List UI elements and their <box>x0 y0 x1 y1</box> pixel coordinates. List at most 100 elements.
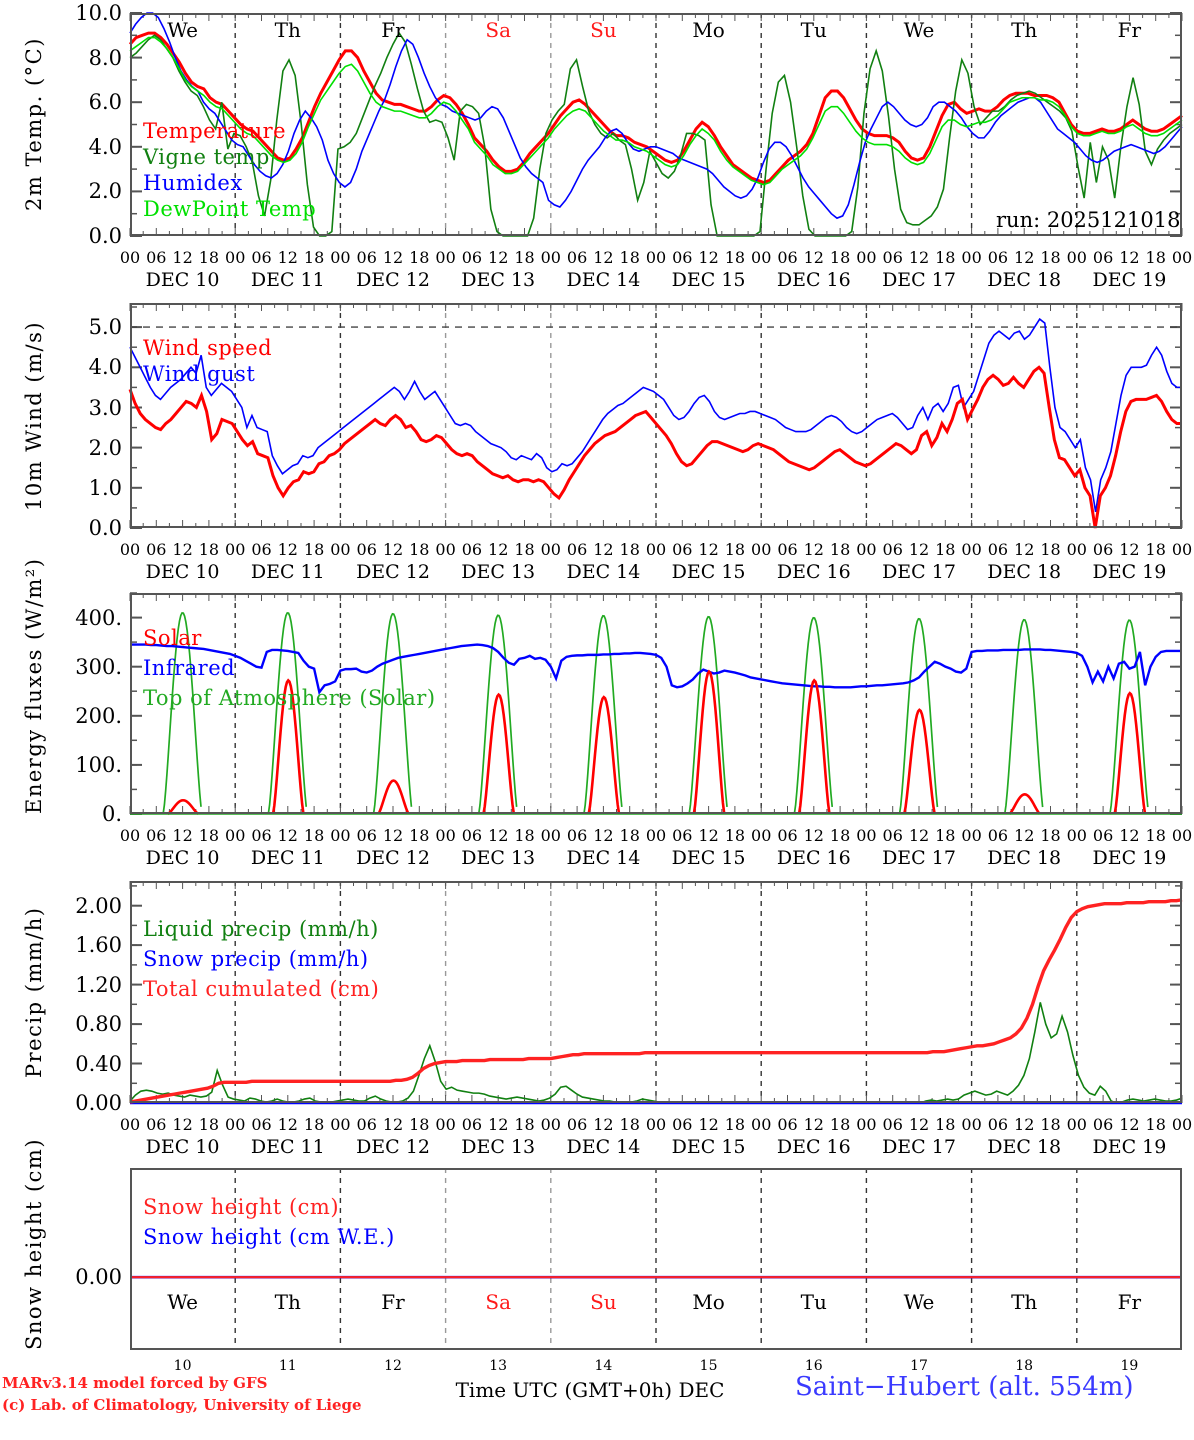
hour-tick-label: 06 <box>461 826 483 845</box>
day-label: DEC 13 <box>461 1136 536 1158</box>
weekday-footer: Tu <box>800 1290 827 1314</box>
hour-tick-label: 12 <box>1119 1115 1140 1134</box>
hour-tick-label: 00 <box>435 540 456 559</box>
hour-tick-label: 12 <box>382 826 404 845</box>
precip-legend-item: Liquid precip (mm/h) <box>143 917 379 941</box>
precip-y-tick: 1.20 <box>75 972 122 997</box>
day-label: DEC 16 <box>776 269 851 291</box>
hour-tick-label: 18 <box>1040 1115 1061 1134</box>
hour-tick-label: 06 <box>356 1115 377 1134</box>
day-label: DEC 13 <box>461 847 536 869</box>
hour-tick-label: 12 <box>593 1115 614 1134</box>
temperature-y-tick: 4.0 <box>88 134 122 159</box>
hour-tick-label: 06 <box>146 1115 167 1134</box>
hour-tick-label: 00 <box>856 248 877 267</box>
hour-tick-label: 18 <box>724 540 746 559</box>
hour-tick-label: 18 <box>198 1115 220 1134</box>
day-label: DEC 15 <box>671 1136 746 1158</box>
day-label: DEC 17 <box>882 1136 956 1158</box>
day-label: DEC 17 <box>882 847 956 869</box>
hour-tick-label: 06 <box>777 540 798 559</box>
hour-tick-label: 06 <box>987 1115 1009 1134</box>
hour-tick-label: 06 <box>146 248 167 267</box>
hour-tick-label: 12 <box>1119 248 1140 267</box>
hour-tick-label: 06 <box>566 248 588 267</box>
day-label: DEC 16 <box>776 561 851 583</box>
energy-y-tick: 400. <box>75 605 122 630</box>
hour-tick-label: 12 <box>382 1115 404 1134</box>
hour-tick-label: 06 <box>672 248 693 267</box>
model-run-label: run: 2025121018 <box>996 208 1181 232</box>
hour-tick-label: 12 <box>277 826 298 845</box>
hour-tick-label: 00 <box>225 540 246 559</box>
day-label: DEC 12 <box>356 847 430 869</box>
hour-tick-label: 18 <box>514 1115 535 1134</box>
temperature-plot-area <box>130 13 1182 236</box>
snow-height-y-axis-label: Snow height (cm) <box>22 1137 46 1350</box>
day-label: DEC 11 <box>250 847 325 869</box>
day-number-tick: 17 <box>910 1358 928 1374</box>
hour-tick-label: 18 <box>935 1115 956 1134</box>
hour-tick-label: 12 <box>908 540 930 559</box>
hour-tick-label: 06 <box>882 826 903 845</box>
hour-tick-label: 12 <box>382 540 404 559</box>
hour-tick-label: 00 <box>645 540 667 559</box>
hour-tick-label: 06 <box>356 826 377 845</box>
hour-tick-label: 18 <box>935 540 956 559</box>
hour-tick-label: 12 <box>1014 826 1035 845</box>
day-label: DEC 10 <box>145 1136 220 1158</box>
day-label: DEC 15 <box>671 269 746 291</box>
temperature-y-tick: 2.0 <box>88 179 122 204</box>
precip-y-tick: 2.00 <box>75 893 122 918</box>
hour-tick-label: 00 <box>1066 826 1087 845</box>
day-label: DEC 18 <box>987 561 1062 583</box>
hour-tick-label: 18 <box>303 1115 325 1134</box>
hour-tick-label: 12 <box>1014 1115 1035 1134</box>
temperature-legend-item: Temperature <box>143 119 287 143</box>
weekday-footer: We <box>167 1290 198 1314</box>
hour-tick-label: 06 <box>777 248 798 267</box>
weekday-header: Sa <box>485 18 511 42</box>
hour-tick-label: 06 <box>1092 540 1114 559</box>
hour-tick-label: 12 <box>1014 248 1035 267</box>
hour-tick-label: 18 <box>619 540 640 559</box>
hour-tick-label: 18 <box>198 540 220 559</box>
hour-tick-label: 18 <box>619 1115 640 1134</box>
hour-tick-label: 00 <box>856 540 877 559</box>
weekday-footer: We <box>903 1290 935 1314</box>
hour-tick-label: 06 <box>987 826 1009 845</box>
weekday-header: Tu <box>800 18 827 42</box>
day-label: DEC 12 <box>356 561 430 583</box>
hour-tick-label: 12 <box>488 1115 509 1134</box>
hour-tick-label: 12 <box>172 826 193 845</box>
hour-tick-label: 06 <box>146 826 167 845</box>
precip-y-tick: 0.40 <box>75 1051 122 1076</box>
day-number-tick: 15 <box>699 1358 718 1374</box>
hour-tick-label: 06 <box>566 540 588 559</box>
day-number-tick: 10 <box>173 1358 192 1374</box>
day-label: DEC 11 <box>250 269 325 291</box>
hour-tick-label: 06 <box>672 1115 693 1134</box>
day-label: DEC 16 <box>776 847 851 869</box>
hour-tick-label: 00 <box>330 1115 351 1134</box>
hour-tick-label: 00 <box>1171 540 1193 559</box>
snow-height-plot-area <box>130 1168 1182 1350</box>
precip-y-tick: 0.80 <box>75 1012 122 1037</box>
day-label: DEC 19 <box>1092 561 1167 583</box>
hour-tick-label: 18 <box>514 826 535 845</box>
hour-tick-label: 12 <box>593 248 614 267</box>
hour-tick-label: 18 <box>1040 826 1061 845</box>
weekday-header: Mo <box>692 18 725 42</box>
hour-tick-label: 12 <box>172 1115 193 1134</box>
hour-tick-label: 18 <box>619 248 640 267</box>
temperature-y-tick: 0.0 <box>88 224 122 248</box>
day-number-tick: 14 <box>594 1358 613 1374</box>
hour-tick-label: 18 <box>303 540 325 559</box>
temperature-legend-item: Vigne temp <box>143 145 270 169</box>
hour-tick-label: 12 <box>1119 540 1140 559</box>
wind-y-tick: 2.0 <box>88 435 122 460</box>
temperature-y-tick: 6.0 <box>88 90 122 115</box>
weekday-footer: Mo <box>692 1290 725 1314</box>
day-label: DEC 10 <box>145 269 220 291</box>
hour-tick-label: 18 <box>514 540 535 559</box>
